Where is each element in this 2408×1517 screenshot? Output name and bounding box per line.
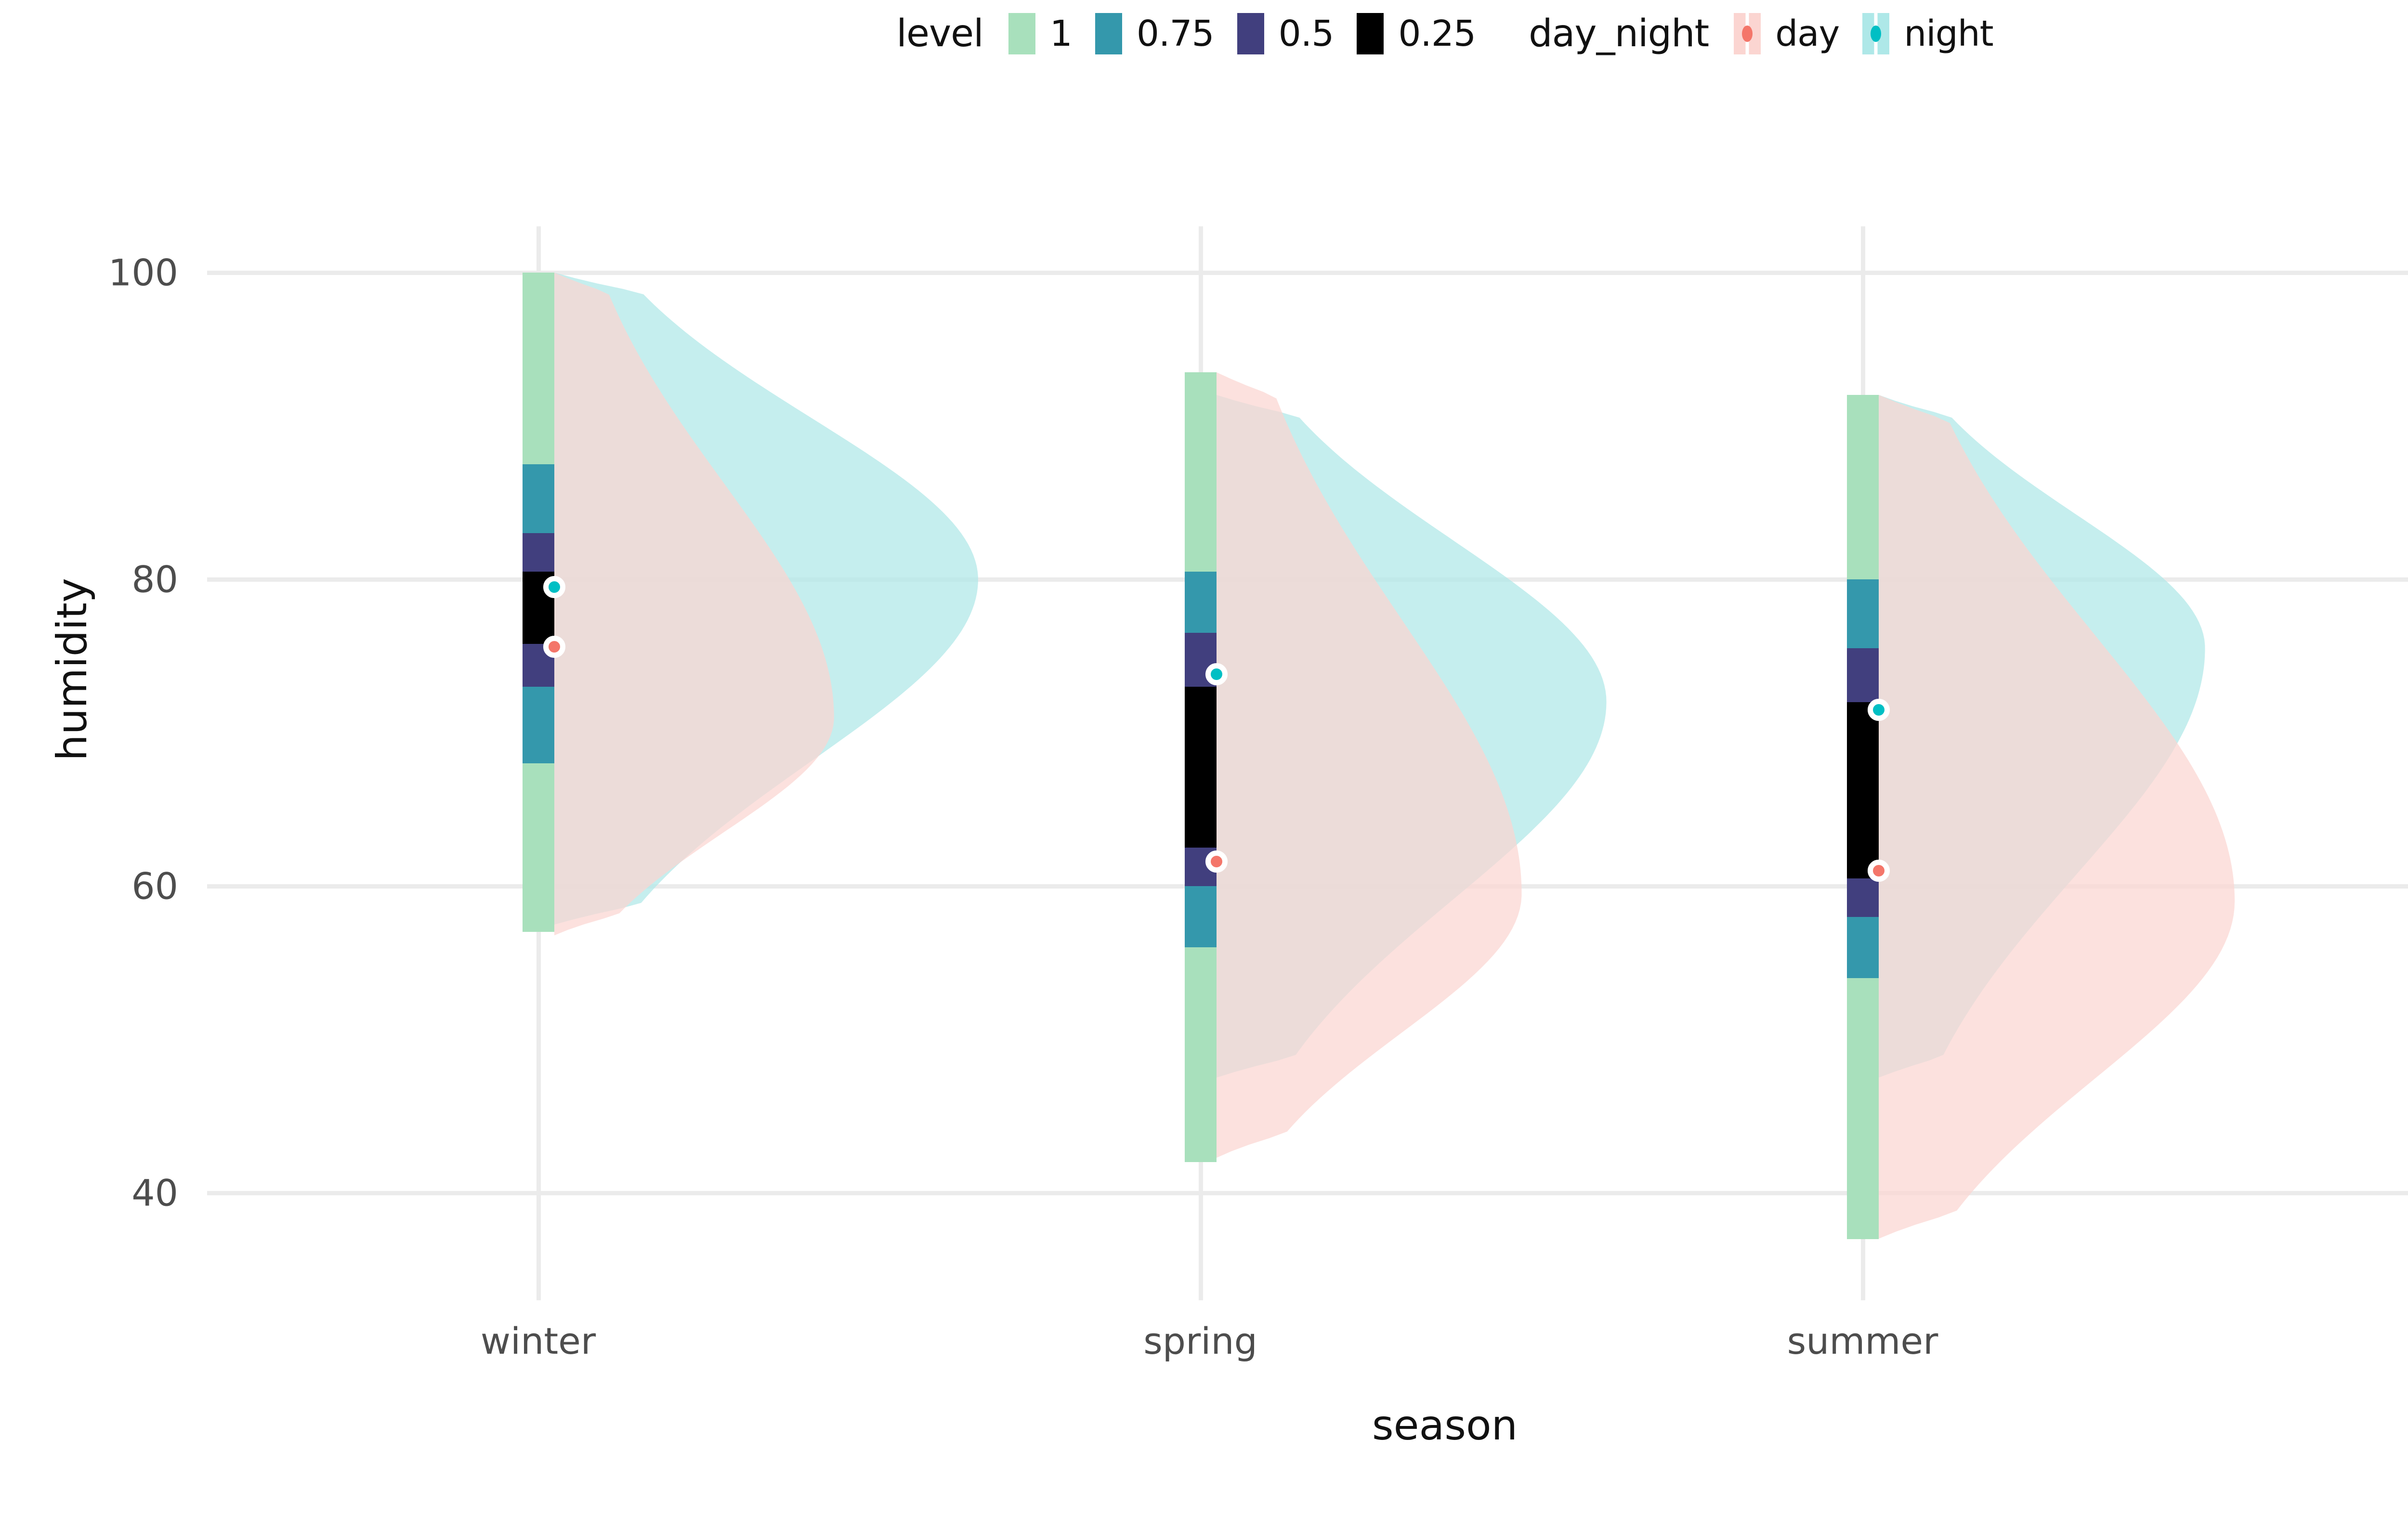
legend-key-level-025 [1357,13,1384,54]
legend-key-level-05 [1237,13,1264,54]
y-axis-tick-label: 60 [131,864,178,908]
legend-item-level-05[interactable]: 0.5 [1237,13,1334,54]
legend-label-level-075: 0.75 [1136,13,1215,54]
y-axis-tick-label: 40 [131,1171,178,1215]
legend-label-level-1: 1 [1049,13,1073,54]
interval-bar [1846,226,1879,1300]
legend-level: level 1 0.75 0.5 [896,12,1476,55]
interval-segment-level-025 [1184,686,1217,848]
point-estimate-night[interactable] [543,575,565,598]
x-axis-tick-label: summer [1787,1320,1938,1362]
y-axis-ticks: 40 60 80 100 [63,226,178,1300]
chart-legends: level 1 0.75 0.5 [0,0,2408,67]
legend-label-level-05: 0.5 [1278,13,1335,54]
legend-day-night-title: day_night [1529,12,1709,55]
legend-key-level-075 [1095,13,1122,54]
legend-item-day[interactable]: day [1734,13,1840,54]
interval-bar [522,226,554,1300]
plot-panel [207,226,2408,1300]
legend-key-day [1734,13,1761,54]
x-axis-title: season [1372,1401,1518,1450]
interval-bar [1184,226,1217,1300]
season-group-summer [1846,226,2377,1300]
point-estimate-day[interactable] [1867,860,1890,882]
legend-item-level-075[interactable]: 0.75 [1095,13,1215,54]
point-estimate-day[interactable] [543,635,565,658]
gridline-horizontal [207,1191,2408,1195]
x-axis-tick-label: spring [1143,1320,1257,1362]
point-estimate-night[interactable] [1867,698,1890,721]
legend-key-day-dot [1742,26,1753,42]
density-area-day [1216,372,1521,1158]
legend-label-day: day [1775,13,1840,54]
season-group-winter [522,226,1052,1300]
density-path [1216,372,1521,1158]
density-path [554,272,834,935]
x-axis-tick-label: winter [480,1320,596,1362]
legend-item-level-1[interactable]: 1 [1008,13,1073,54]
y-axis-tick-label: 100 [108,251,178,294]
y-axis-tick-label: 80 [131,558,178,601]
gridline-horizontal [207,270,2408,275]
legend-key-night-dot [1871,26,1882,42]
density-area-day [1878,395,2235,1239]
season-group-spring [1184,226,1714,1300]
point-estimate-day[interactable] [1205,850,1228,873]
legend-day-night: day_night day nig [1529,12,1994,55]
legend-key-night [1862,13,1890,54]
y-axis-title: humidity [48,578,96,761]
legend-label-night: night [1904,13,1993,54]
density-path [1878,395,2235,1239]
point-estimate-night[interactable] [1205,663,1228,686]
legend-label-level-025: 0.25 [1398,13,1476,54]
density-area-day [554,272,834,935]
x-axis-ticks: winterspringsummerautumn [207,1320,2408,1373]
interval-segment-level-025 [1846,702,1879,878]
legend-key-level-1 [1008,13,1035,54]
legend-item-level-025[interactable]: 0.25 [1357,13,1476,54]
legend-item-night[interactable]: night [1862,13,1994,54]
legend-level-title: level [896,12,983,55]
